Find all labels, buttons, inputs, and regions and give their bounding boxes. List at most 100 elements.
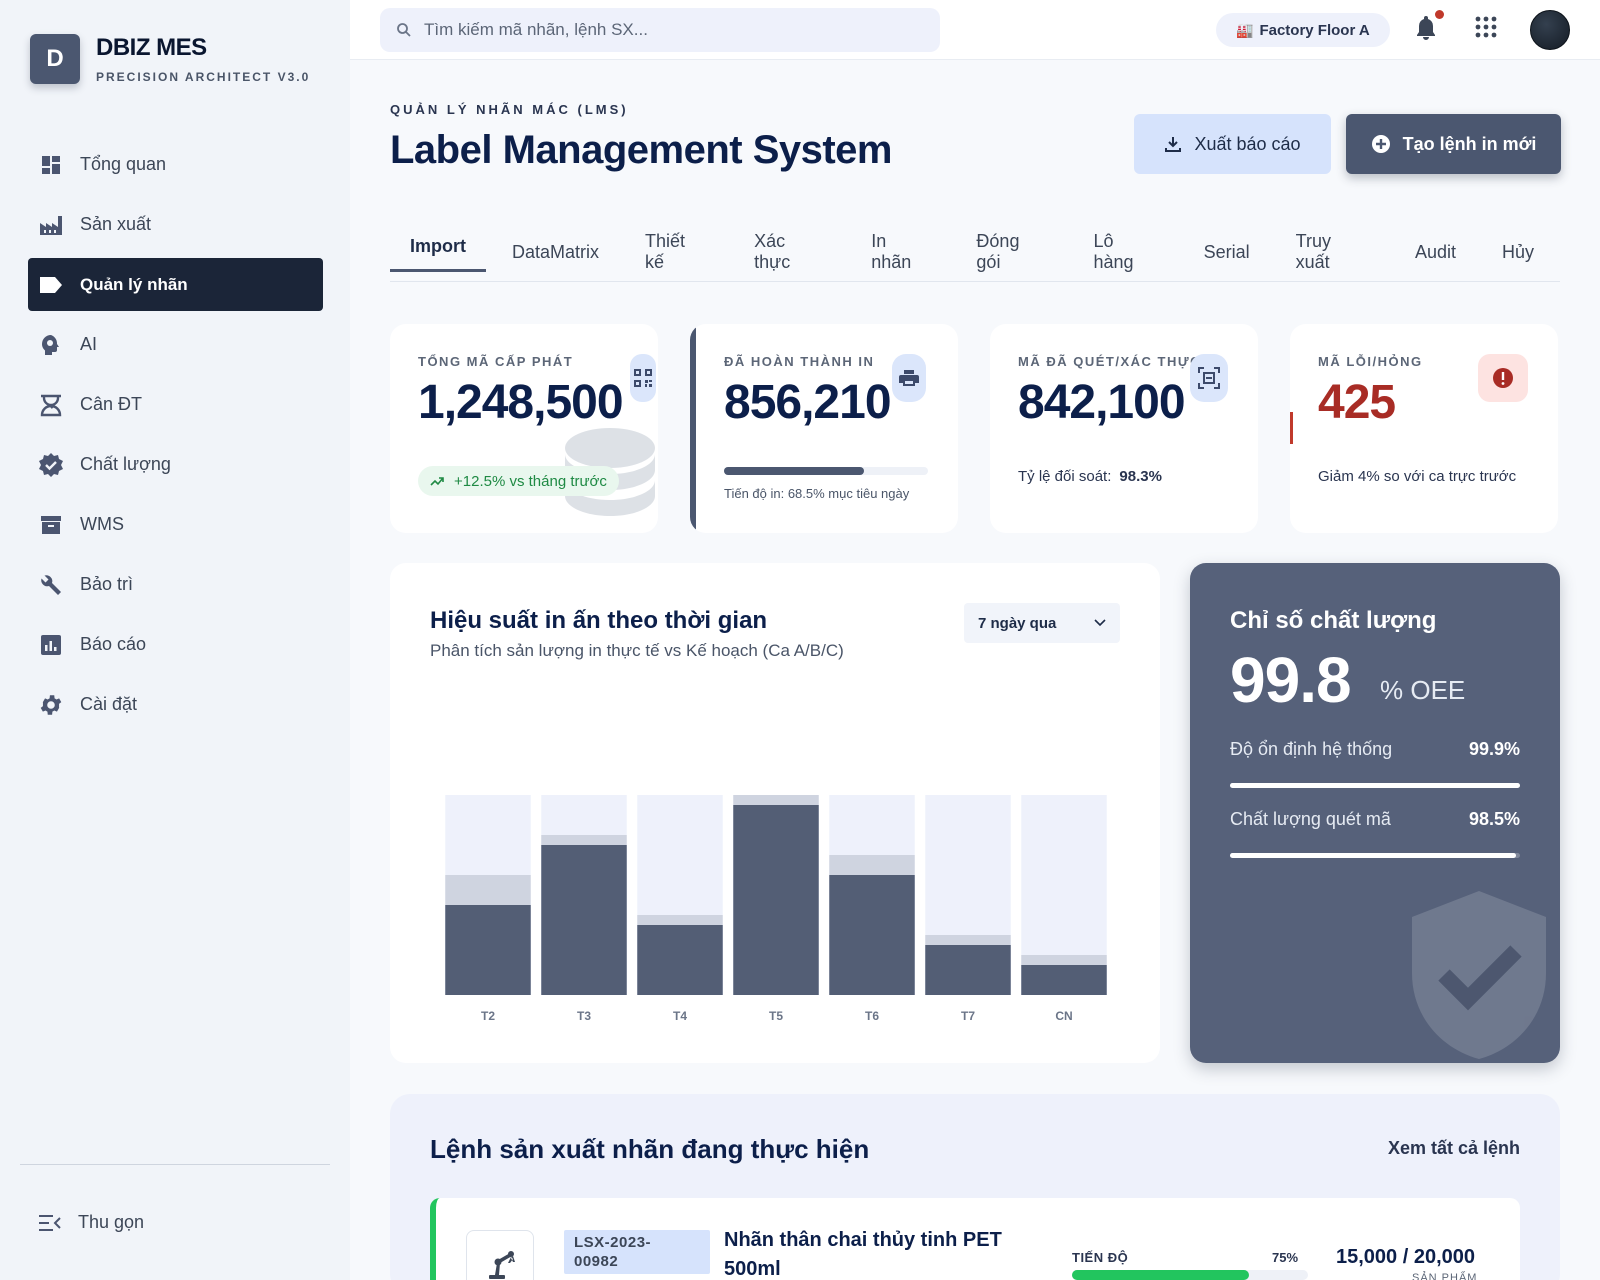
tab-in-nhan[interactable]: In nhãn <box>871 231 912 272</box>
stat-label: MÃ LỖI/HỎNG <box>1318 354 1423 369</box>
apps-grid-icon[interactable] <box>1474 15 1498 44</box>
sidebar-item-wms[interactable]: WMS <box>28 498 323 551</box>
printer-icon <box>892 354 926 402</box>
chevron-down-icon <box>1094 619 1106 627</box>
factory-icon <box>38 212 64 238</box>
sidebar-item-label: Báo cáo <box>80 634 147 654</box>
tab-huy[interactable]: Hủy <box>1501 241 1534 262</box>
chart-x-tick-label: T4 <box>673 1009 687 1023</box>
collapse-sidebar-button[interactable]: Thu gọn <box>38 1212 144 1233</box>
stat-card-errors: MÃ LỖI/HỎNG 425 Giảm 4% so với ca trực t… <box>1290 324 1558 533</box>
export-report-button[interactable]: Xuất báo cáo <box>1134 114 1331 174</box>
brand-logo: D <box>30 34 80 84</box>
card-accent-bar <box>690 324 696 533</box>
order-card[interactable]: LSX-2023- 00982 Nhãn thân chai thủy tinh… <box>430 1198 1520 1280</box>
user-avatar[interactable] <box>1530 10 1570 50</box>
stat-value: 425 <box>1318 376 1396 429</box>
collapse-label: Thu gọn <box>78 1212 145 1232</box>
factory-emoji-icon: 🏭 <box>1236 21 1254 38</box>
create-print-order-label: Tạo lệnh in mới <box>1402 133 1537 154</box>
tab-audit[interactable]: Audit <box>1414 241 1456 262</box>
tab-truy-xuat[interactable]: Truy xuất <box>1295 231 1331 272</box>
chart-title: Hiệu suất in ấn theo thời gian <box>430 607 768 634</box>
sidebar-item-label: Chất lượng <box>80 454 171 474</box>
sidebar-item-tong-quan[interactable]: Tổng quan <box>28 138 323 191</box>
stat-label: TỔNG MÃ CẤP PHÁT <box>418 354 574 369</box>
brand[interactable]: D DBIZ MES PRECISION ARCHITECT V3.0 <box>30 34 310 84</box>
bar-report-icon <box>38 632 64 658</box>
sidebar-item-label: Sản xuất <box>80 214 152 234</box>
search-input[interactable] <box>424 20 904 40</box>
view-all-orders-link[interactable]: Xem tất cả lệnh <box>1387 1138 1520 1158</box>
tab-xac-thuc[interactable]: Xác thực <box>754 231 791 272</box>
stat-label: ĐÃ HOÀN THÀNH IN <box>724 354 875 369</box>
quality-metric-bar <box>1230 783 1520 788</box>
sidebar-item-quan-ly-nhan[interactable]: Quản lý nhãn <box>28 258 323 311</box>
tab-datamatrix[interactable]: DataMatrix <box>512 241 600 262</box>
sidebar-item-cai-dat[interactable]: Cài đặt <box>28 678 323 731</box>
chart-bar-actual[interactable] <box>1021 965 1107 995</box>
trend-text: +12.5% vs tháng trước <box>454 472 607 490</box>
chart-bar-actual[interactable] <box>541 845 627 995</box>
date-range-value: 7 ngày qua <box>978 614 1057 632</box>
date-range-select[interactable]: 7 ngày qua <box>964 603 1120 643</box>
add-circle-icon <box>1371 134 1391 154</box>
quality-title: Chỉ số chất lượng <box>1230 607 1437 634</box>
quality-value: 99.8 <box>1230 644 1352 716</box>
quality-index-card: Chỉ số chất lượng 99.8 % OEE Độ ổn định … <box>1190 563 1560 1063</box>
error-accent-mark <box>1290 412 1293 444</box>
sidebar-item-label: Bảo trì <box>80 574 134 594</box>
sidebar-item-ai[interactable]: AI <box>28 318 323 371</box>
sidebar-item-bao-tri[interactable]: Bảo trì <box>28 558 323 611</box>
factory-label: Factory Floor A <box>1259 21 1370 39</box>
tab-lo-hang[interactable]: Lô hàng <box>1093 231 1134 272</box>
sidebar-item-label: WMS <box>80 514 124 534</box>
sidebar-item-san-xuat[interactable]: Sản xuất <box>28 198 323 251</box>
chart-bar-actual[interactable] <box>829 875 915 995</box>
tab-dong-goi[interactable]: Đóng gói <box>976 231 1020 272</box>
sidebar-item-label: Tổng quan <box>80 154 167 174</box>
chart-bar-actual[interactable] <box>925 945 1011 995</box>
sidebar-item-bao-cao[interactable]: Báo cáo <box>28 618 323 671</box>
tab-thiet-ke[interactable]: Thiết kế <box>645 231 686 272</box>
page-title: Label Management System <box>390 128 893 172</box>
trending-up-icon <box>430 476 444 486</box>
factory-selector[interactable]: 🏭 Factory Floor A <box>1216 13 1390 47</box>
tab-import[interactable]: Import <box>390 222 486 272</box>
sidebar-item-chat-luong[interactable]: Chất lượng <box>28 438 323 491</box>
order-progress-label: TIẾN ĐỘ <box>1072 1250 1129 1265</box>
stat-card-issued: TỔNG MÃ CẤP PHÁT 1,248,500 +12.5% vs thá… <box>390 324 658 533</box>
stat-value: 842,100 <box>1018 376 1186 429</box>
quality-metric-value: 98.5% <box>1468 809 1520 829</box>
robot-arm-icon <box>466 1230 534 1280</box>
topbar: 🏭 Factory Floor A <box>350 0 1600 60</box>
tab-serial[interactable]: Serial <box>1203 241 1250 262</box>
brand-subtitle: PRECISION ARCHITECT V3.0 <box>96 70 311 84</box>
notification-bell-icon[interactable] <box>1414 14 1438 47</box>
chart-bar-actual[interactable] <box>637 925 723 995</box>
chart-x-tick-label: T6 <box>865 1009 879 1023</box>
create-print-order-button[interactable]: Tạo lệnh in mới <box>1346 114 1561 174</box>
quality-metric-row: Chất lượng quét mã 98.5% <box>1230 809 1520 830</box>
stat-card-scanned: MÃ ĐÃ QUÉT/XÁC THỰC 842,100 Tỷ lệ đối so… <box>990 324 1258 533</box>
search-bar[interactable] <box>380 8 940 52</box>
dashboard-icon <box>38 152 64 178</box>
sidebar-item-label: Cân ĐT <box>80 394 143 414</box>
label-icon <box>38 272 64 298</box>
notification-dot <box>1435 10 1444 19</box>
tab-bar: Import DataMatrix Thiết kế Xác thực In n… <box>390 222 1560 282</box>
ai-brain-icon <box>38 332 64 358</box>
sidebar-item-can-dt[interactable]: Cân ĐT <box>28 378 323 431</box>
chart-bar-actual[interactable] <box>445 905 531 995</box>
stat-label: MÃ ĐÃ QUÉT/XÁC THỰC <box>1018 354 1202 369</box>
chart-bar-actual[interactable] <box>733 805 819 995</box>
archive-box-icon <box>38 512 64 538</box>
sidebar-nav: Tổng quan Sản xuất Quản lý nhãn AI Cân Đ… <box>28 138 323 738</box>
reconciliation-rate: Tỷ lệ đối soát: 98.3% <box>1018 468 1162 485</box>
sidebar-item-label: Cài đặt <box>80 694 138 714</box>
shield-check-icon <box>1412 891 1546 1059</box>
print-progress-note: Tiến độ in: 68.5% mục tiêu ngày <box>724 486 910 501</box>
stat-value: 1,248,500 <box>418 376 624 429</box>
order-progress-bar <box>1072 1270 1308 1280</box>
verified-badge-icon <box>38 452 64 478</box>
